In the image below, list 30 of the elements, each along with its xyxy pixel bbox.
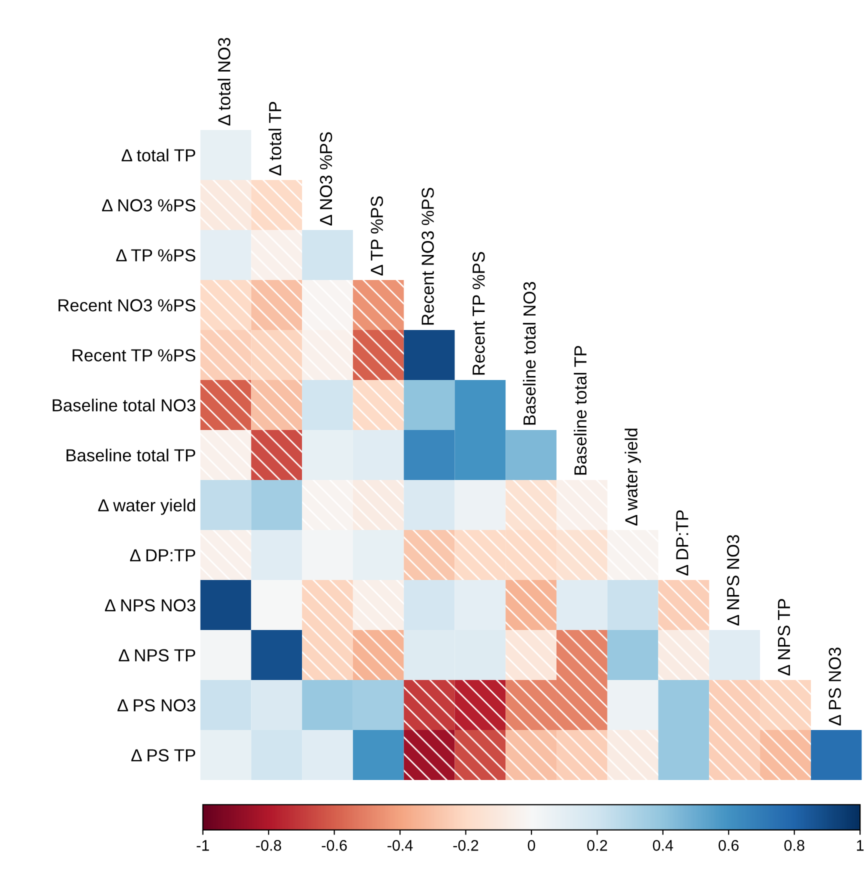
y-tick-label: Δ NO3 %PS	[102, 199, 196, 212]
x-tick-label: Baseline total NO3	[522, 282, 536, 425]
color-bar-label: 1	[856, 840, 864, 851]
y-tick-label: Δ PS TP	[131, 749, 196, 762]
y-tick-label: Δ NPS TP	[118, 649, 196, 662]
y-tick-label: Δ total TP	[122, 148, 196, 162]
y-tick-label: Δ DP:TP	[130, 549, 196, 562]
y-tick-label: Δ NPS NO3	[104, 599, 196, 612]
color-bar-label: -0.4	[388, 840, 413, 851]
color-bar-label: 0	[528, 840, 536, 851]
color-bar-label: -1	[196, 840, 209, 851]
y-tick-label: Δ PS NO3	[117, 699, 196, 712]
x-tick-label: Δ NPS NO3	[726, 535, 740, 626]
x-tick-label: Recent NO3 %PS	[422, 188, 434, 325]
y-tick-label: Δ water yield	[98, 498, 195, 515]
color-bar-label: 0.8	[784, 840, 804, 851]
x-tick-label: Δ NO3 %PS	[320, 132, 332, 226]
color-bar-label: 0.4	[652, 840, 674, 851]
x-tick-label: Δ total NO3	[218, 38, 230, 126]
color-bar-label: -0.2	[453, 840, 478, 851]
color-bar-label: -0.8	[256, 840, 282, 851]
color-bar-label: 0.6	[718, 840, 739, 851]
x-tick-label: Recent TP %PS	[472, 252, 485, 375]
y-tick-label: Baseline total TP	[66, 448, 196, 462]
color-bar-label: 0.2	[587, 840, 608, 851]
x-tick-label: Δ water yield	[624, 428, 641, 526]
y-tick-label: Baseline total NO3	[52, 398, 196, 412]
color-bar-label: -0.6	[322, 840, 347, 851]
x-tick-label: Baseline total TP	[574, 346, 587, 475]
y-tick-label: Recent NO3 %PS	[58, 299, 196, 312]
